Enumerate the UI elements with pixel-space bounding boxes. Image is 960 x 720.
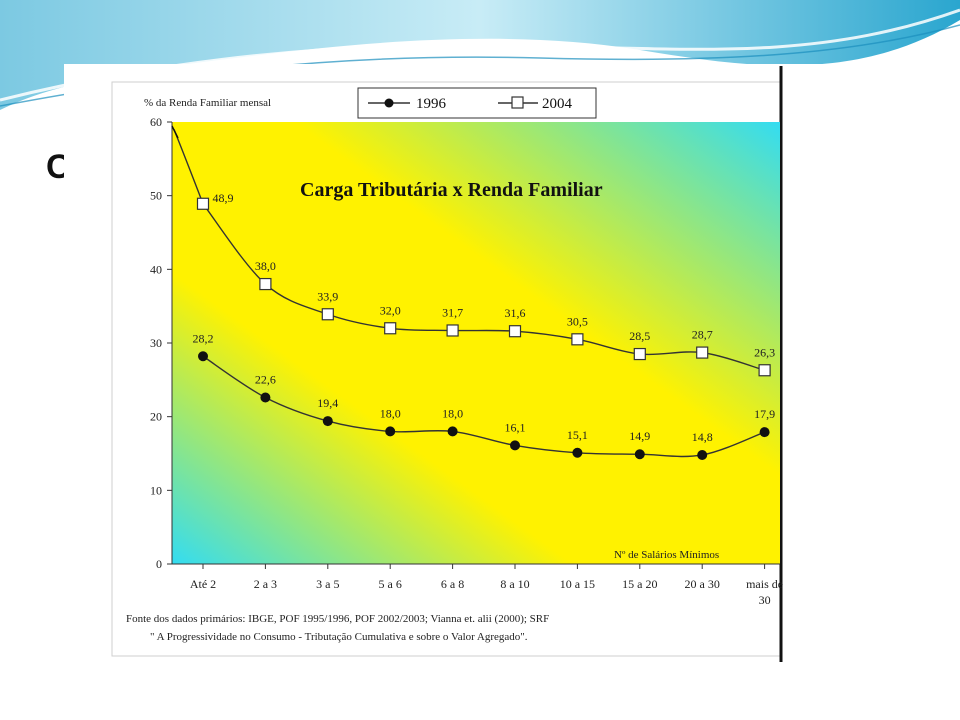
data-label-2004: 28,7 — [692, 328, 713, 342]
point-1996 — [447, 426, 458, 437]
data-label-1996: 14,9 — [629, 429, 650, 443]
data-label-2004: 30,5 — [567, 314, 588, 328]
chart: % da Renda Familiar mensal 1996 2004 Car… — [111, 66, 783, 662]
x-tick-label: Até 2 — [190, 577, 216, 591]
plot-area — [172, 122, 780, 564]
data-label-2004: 48,9 — [213, 191, 234, 205]
data-label-1996: 18,0 — [442, 406, 463, 420]
y-axis-arrow — [171, 125, 179, 139]
series-points — [196, 197, 771, 460]
y-tick-label: 20 — [150, 410, 162, 424]
y-axis-ticks: 0 10 20 30 40 50 60 — [150, 115, 172, 571]
chart-image: % da Renda Familiar mensal 1996 2004 Car… — [64, 64, 828, 684]
point-1996 — [260, 392, 271, 403]
point-2004 — [259, 277, 272, 291]
point-2004 — [384, 322, 397, 335]
data-label-2004: 38,0 — [255, 259, 276, 273]
y-tick-label: 0 — [156, 557, 162, 571]
point-2004 — [321, 308, 334, 321]
data-label-1996: 16,1 — [505, 420, 526, 434]
point-2004 — [446, 324, 459, 337]
data-label-1996: 15,1 — [567, 428, 588, 442]
data-label-2004: 28,5 — [629, 329, 650, 343]
point-2004 — [758, 364, 771, 377]
header-wave — [0, 0, 960, 110]
legend: 1996 2004 — [357, 87, 597, 119]
legend-label-1996: 1996 — [416, 96, 447, 112]
y-tick-label: 60 — [150, 115, 162, 129]
source-note-line-2: " A Progressividade no Consumo - Tributa… — [150, 631, 528, 643]
chart-title: Carga Tributária x Renda Familiar — [300, 179, 603, 201]
legend-label-2004: 2004 — [542, 96, 573, 112]
data-label-1996: 19,4 — [317, 396, 338, 410]
data-label-2004: 26,3 — [754, 345, 775, 359]
x-axis-ticks: Até 2 2 a 3 3 a 5 5 a 6 6 a 8 8 a 10 10 a 15 15… — [190, 564, 783, 607]
x-axis-label: Nº de Salários Mínimos — [614, 549, 719, 561]
x-tick-label: 15 a 20 — [622, 577, 657, 591]
legend-marker-2004 — [511, 96, 524, 109]
point-1996 — [572, 447, 583, 458]
series-line-1996 — [202, 355, 765, 458]
x-tick-label: 6 a 8 — [441, 577, 464, 591]
data-label-1996: 22,6 — [255, 373, 276, 387]
data-label-2004: 32,0 — [380, 303, 401, 317]
legend-marker-1996 — [384, 98, 394, 108]
data-label-1996: 28,2 — [193, 331, 214, 345]
data-label-1996: 14,8 — [692, 430, 713, 444]
point-1996 — [634, 449, 645, 460]
y-tick-label: 40 — [150, 262, 162, 276]
point-1996 — [759, 427, 770, 438]
point-2004 — [571, 333, 584, 346]
data-labels: 28,2 22,6 19,4 18,0 18,0 16,1 15,1 14,9 14,8 17,9… — [193, 191, 776, 444]
x-tick-label: 5 a 6 — [379, 577, 402, 591]
point-2004 — [508, 325, 522, 338]
data-label-2004: 31,7 — [442, 305, 463, 319]
point-1996 — [385, 426, 396, 437]
x-tick-label: mais de 30 — [746, 577, 783, 607]
point-1996 — [198, 351, 208, 362]
point-1996 — [697, 449, 708, 460]
data-label-1996: 17,9 — [754, 407, 775, 421]
x-tick-label: 3 a 5 — [316, 577, 339, 591]
x-tick-label: 10 a 15 — [560, 577, 595, 591]
y-tick-label: 50 — [150, 189, 162, 203]
data-label-2004: 31,6 — [505, 306, 526, 320]
data-label-2004: 33,9 — [317, 289, 338, 303]
y-tick-label: 10 — [150, 483, 162, 497]
point-1996 — [322, 416, 333, 427]
x-tick-label: 2 a 3 — [254, 577, 277, 591]
data-label-1996: 18,0 — [380, 406, 401, 420]
y-tick-label: 30 — [150, 336, 162, 350]
point-2004 — [633, 347, 646, 361]
y-axis-label: % da Renda Familiar mensal — [144, 97, 271, 109]
x-tick-label: 8 a 10 — [500, 577, 529, 591]
series-line-2004 — [202, 203, 765, 371]
x-tick-label: 20 a 30 — [685, 577, 720, 591]
source-note-line-1: Fonte dos dados primários: IBGE, POF 199… — [126, 613, 549, 625]
point-1996 — [510, 440, 520, 451]
point-2004 — [696, 346, 709, 359]
point-2004 — [196, 197, 210, 210]
